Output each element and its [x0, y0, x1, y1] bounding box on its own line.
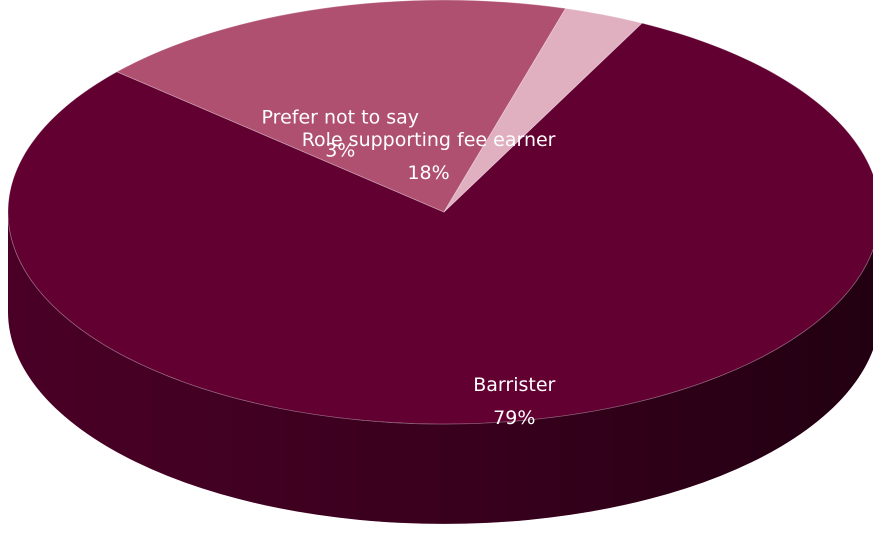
pie-tops	[7, 0, 873, 425]
pie-labels: Barrister 79% Role supporting fee earner 18…	[262, 107, 556, 429]
pie-label-role-supporting-fee-earner: Role supporting fee earner 18%	[302, 129, 556, 184]
pie-label-name: Role supporting fee earner	[302, 129, 556, 151]
pie-slice-role-supporting-fee-earner	[116, 0, 567, 213]
pie-sides	[8, 212, 873, 524]
pie-label-barrister: Barrister 79%	[473, 374, 555, 429]
pie-label-name: Barrister	[473, 374, 555, 396]
pie-label-value: 3%	[325, 140, 355, 162]
pie-side-shade-barrister	[8, 212, 873, 524]
pie-label-name: Prefer not to say	[262, 107, 420, 129]
pie-label-prefer-not-to-say: Prefer not to say 3%	[262, 107, 420, 162]
pie-label-value: 18%	[407, 162, 449, 184]
pie-label-value: 79%	[493, 407, 535, 429]
pie-slice-prefer-not-to-say	[443, 7, 643, 213]
pie-slice-barrister	[7, 22, 873, 425]
